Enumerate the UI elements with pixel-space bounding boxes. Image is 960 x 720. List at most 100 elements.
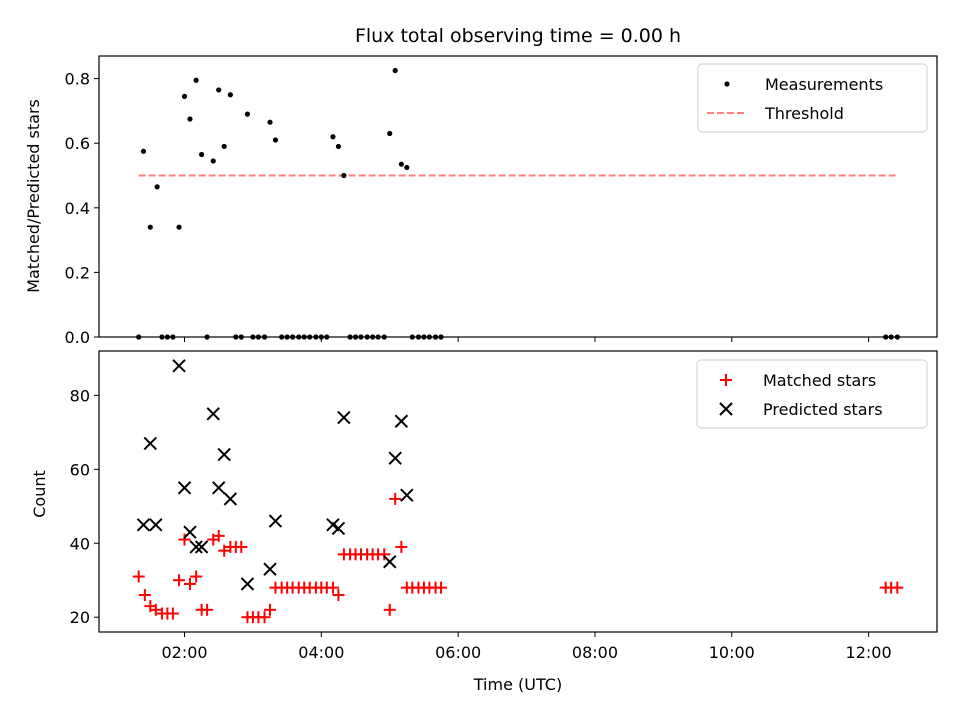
matched-star-point bbox=[378, 548, 391, 561]
bottom-legend: Matched stars Predicted stars bbox=[696, 359, 928, 429]
legend-threshold-label: Threshold bbox=[764, 104, 844, 123]
measurement-point bbox=[244, 111, 251, 117]
top-legend: Measurements Threshold bbox=[697, 63, 928, 133]
matched-star-point bbox=[332, 589, 345, 602]
bottom-x-tick-label: 02:00 bbox=[161, 643, 207, 662]
legend-measurements-label: Measurements bbox=[765, 75, 883, 94]
legend-measurement-marker bbox=[724, 81, 730, 87]
measurement-point bbox=[176, 224, 182, 230]
matched-star-point bbox=[235, 540, 248, 553]
predicted-star-point bbox=[212, 481, 226, 495]
legend-matched-label: Matched stars bbox=[763, 371, 876, 390]
measurement-point bbox=[330, 134, 336, 140]
bottom-x-tick-label: 04:00 bbox=[298, 643, 344, 662]
matched-star-point bbox=[201, 603, 214, 616]
bottom-panel: 20 40 60 80 Count 02:00 04:00 06:00 08:00 10:00… bbox=[30, 350, 938, 694]
measurement-point bbox=[210, 158, 216, 164]
matched-star-point bbox=[383, 603, 396, 616]
predicted-star-point bbox=[194, 540, 209, 554]
chart-title: Flux total observing time = 0.00 h bbox=[355, 25, 681, 47]
predicted-star-point bbox=[337, 410, 351, 425]
measurement-point bbox=[140, 148, 147, 154]
measurement-point bbox=[193, 77, 199, 83]
bottom-x-tick-label: 12:00 bbox=[846, 643, 892, 662]
measurement-point bbox=[392, 67, 398, 74]
top-plot-frame bbox=[98, 55, 938, 338]
predicted-star-point bbox=[268, 514, 283, 528]
top-y-tick-label: 0.4 bbox=[65, 199, 90, 218]
bottom-y-tick-label: 40 bbox=[70, 534, 90, 553]
predicted-stars-points bbox=[136, 359, 414, 591]
predicted-star-point bbox=[172, 359, 186, 373]
measurement-point bbox=[187, 116, 193, 122]
measurement-point bbox=[387, 130, 393, 137]
matched-star-point bbox=[435, 581, 448, 594]
bottom-x-ticks: 02:00 04:00 06:00 08:00 10:00 12:00 bbox=[161, 632, 892, 662]
predicted-star-point bbox=[223, 492, 238, 506]
top-y-tick-label: 0.6 bbox=[65, 134, 90, 153]
measurement-point bbox=[272, 137, 279, 143]
matched-star-point bbox=[258, 611, 271, 624]
predicted-star-point bbox=[388, 451, 402, 465]
matched-star-point bbox=[183, 577, 196, 590]
matched-star-point bbox=[166, 607, 179, 620]
top-panel: 0.00.20.40.60.8 Matched/Predicted stars … bbox=[24, 55, 938, 347]
measurement-point bbox=[147, 224, 153, 230]
measurement-point bbox=[227, 92, 233, 98]
predicted-star-point bbox=[400, 488, 414, 502]
matched-stars-points bbox=[132, 492, 904, 624]
predicted-star-point bbox=[149, 518, 163, 532]
top-y-tick-label: 0.8 bbox=[65, 70, 90, 89]
matched-star-point bbox=[178, 533, 191, 546]
measurement-point bbox=[335, 143, 342, 150]
predicted-star-point bbox=[217, 447, 231, 462]
predicted-star-point bbox=[136, 518, 151, 532]
predicted-star-point bbox=[263, 562, 277, 576]
measurement-point bbox=[398, 161, 404, 167]
top-y-tick-label: 0.2 bbox=[65, 263, 90, 282]
matched-star-point bbox=[891, 581, 904, 594]
x-axis-label: Time (UTC) bbox=[473, 675, 562, 694]
measurement-point bbox=[404, 164, 410, 171]
measurement-point bbox=[181, 93, 188, 99]
predicted-star-point bbox=[383, 555, 397, 569]
measurement-points bbox=[136, 67, 900, 340]
measurement-point bbox=[221, 143, 227, 150]
predicted-star-point bbox=[394, 414, 409, 428]
measurement-point bbox=[267, 119, 273, 125]
bottom-x-tick-label: 08:00 bbox=[572, 643, 618, 662]
bottom-y-tick-label: 80 bbox=[70, 386, 90, 405]
measurement-point bbox=[199, 151, 205, 158]
matched-star-point bbox=[395, 540, 408, 553]
matched-star-point bbox=[389, 492, 402, 505]
top-legend-box bbox=[697, 63, 928, 133]
predicted-star-point bbox=[240, 577, 255, 591]
bottom-y-ticks: 20 40 60 80 bbox=[70, 386, 99, 627]
measurement-point bbox=[216, 87, 222, 93]
bottom-y-tick-label: 60 bbox=[70, 460, 90, 479]
matched-star-point bbox=[138, 589, 151, 602]
matched-star-point bbox=[149, 603, 162, 616]
matched-star-point bbox=[190, 570, 203, 583]
top-x-ticks bbox=[184, 337, 870, 342]
measurement-point bbox=[154, 184, 160, 190]
measurement-point bbox=[341, 172, 347, 179]
matched-star-point bbox=[173, 574, 186, 587]
bottom-plot-frame bbox=[98, 350, 938, 633]
matched-star-point bbox=[326, 581, 339, 594]
matched-star-point bbox=[218, 544, 231, 557]
predicted-star-point bbox=[189, 540, 203, 554]
legend-predicted-label: Predicted stars bbox=[763, 400, 883, 419]
legend-matched-marker bbox=[720, 374, 732, 386]
bottom-legend-box bbox=[696, 359, 928, 429]
predicted-star-point bbox=[206, 407, 220, 421]
predicted-star-point bbox=[143, 436, 158, 451]
top-y-axis-label: Matched/Predicted stars bbox=[24, 99, 43, 293]
legend-predicted-marker bbox=[719, 402, 733, 416]
bottom-x-tick-label: 10:00 bbox=[709, 643, 755, 662]
predicted-star-point bbox=[177, 481, 192, 495]
predicted-star-point bbox=[183, 525, 197, 539]
matched-star-point bbox=[212, 529, 225, 542]
bottom-x-tick-label: 06:00 bbox=[435, 643, 481, 662]
